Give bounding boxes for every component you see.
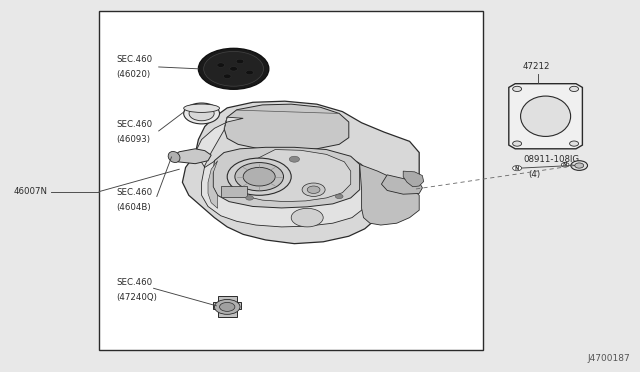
Text: (46020): (46020): [116, 70, 150, 79]
Polygon shape: [224, 104, 349, 151]
Circle shape: [214, 299, 240, 314]
Circle shape: [189, 106, 214, 121]
Circle shape: [289, 156, 300, 162]
Polygon shape: [195, 117, 371, 227]
Text: J4700187: J4700187: [588, 354, 630, 363]
Circle shape: [223, 74, 231, 78]
Text: 08911-108lG: 08911-108lG: [524, 155, 580, 164]
Text: (47240Q): (47240Q): [116, 293, 157, 302]
Circle shape: [570, 86, 579, 92]
Polygon shape: [232, 150, 351, 202]
Circle shape: [243, 167, 275, 186]
Text: SEC.460: SEC.460: [116, 121, 152, 129]
Polygon shape: [208, 161, 218, 208]
Circle shape: [230, 67, 237, 71]
Circle shape: [291, 208, 323, 227]
Text: (4): (4): [528, 170, 540, 179]
Polygon shape: [403, 171, 424, 187]
Circle shape: [335, 194, 343, 199]
Circle shape: [307, 186, 320, 193]
Ellipse shape: [168, 151, 180, 163]
Circle shape: [246, 70, 253, 75]
Text: 47212: 47212: [522, 62, 550, 71]
Text: SEC.460: SEC.460: [116, 55, 152, 64]
Text: 46007N: 46007N: [14, 187, 48, 196]
Polygon shape: [381, 175, 422, 194]
Text: SEC.460: SEC.460: [116, 188, 152, 197]
Circle shape: [513, 86, 522, 92]
Polygon shape: [182, 101, 419, 244]
Circle shape: [198, 48, 269, 89]
Circle shape: [513, 141, 522, 146]
Text: SEC.460: SEC.460: [116, 278, 152, 287]
Circle shape: [575, 163, 584, 168]
Circle shape: [204, 51, 264, 86]
Circle shape: [246, 196, 253, 200]
Ellipse shape: [184, 104, 220, 112]
Polygon shape: [509, 84, 582, 149]
Polygon shape: [213, 296, 241, 317]
Polygon shape: [360, 164, 419, 225]
Polygon shape: [213, 147, 360, 208]
Circle shape: [513, 166, 522, 171]
Circle shape: [184, 103, 220, 124]
Circle shape: [570, 141, 579, 146]
Circle shape: [236, 59, 244, 64]
Ellipse shape: [520, 96, 571, 137]
Text: (46093): (46093): [116, 135, 150, 144]
Text: (4604B): (4604B): [116, 203, 151, 212]
Circle shape: [227, 158, 291, 195]
Circle shape: [561, 163, 569, 167]
Circle shape: [220, 302, 235, 311]
Circle shape: [235, 163, 284, 191]
Polygon shape: [173, 149, 211, 164]
Text: N: N: [515, 166, 519, 171]
Circle shape: [217, 63, 225, 67]
Circle shape: [302, 183, 325, 196]
Text: N: N: [563, 162, 567, 167]
Bar: [221, 186, 247, 197]
Bar: [99, 11, 483, 350]
Circle shape: [571, 161, 588, 170]
